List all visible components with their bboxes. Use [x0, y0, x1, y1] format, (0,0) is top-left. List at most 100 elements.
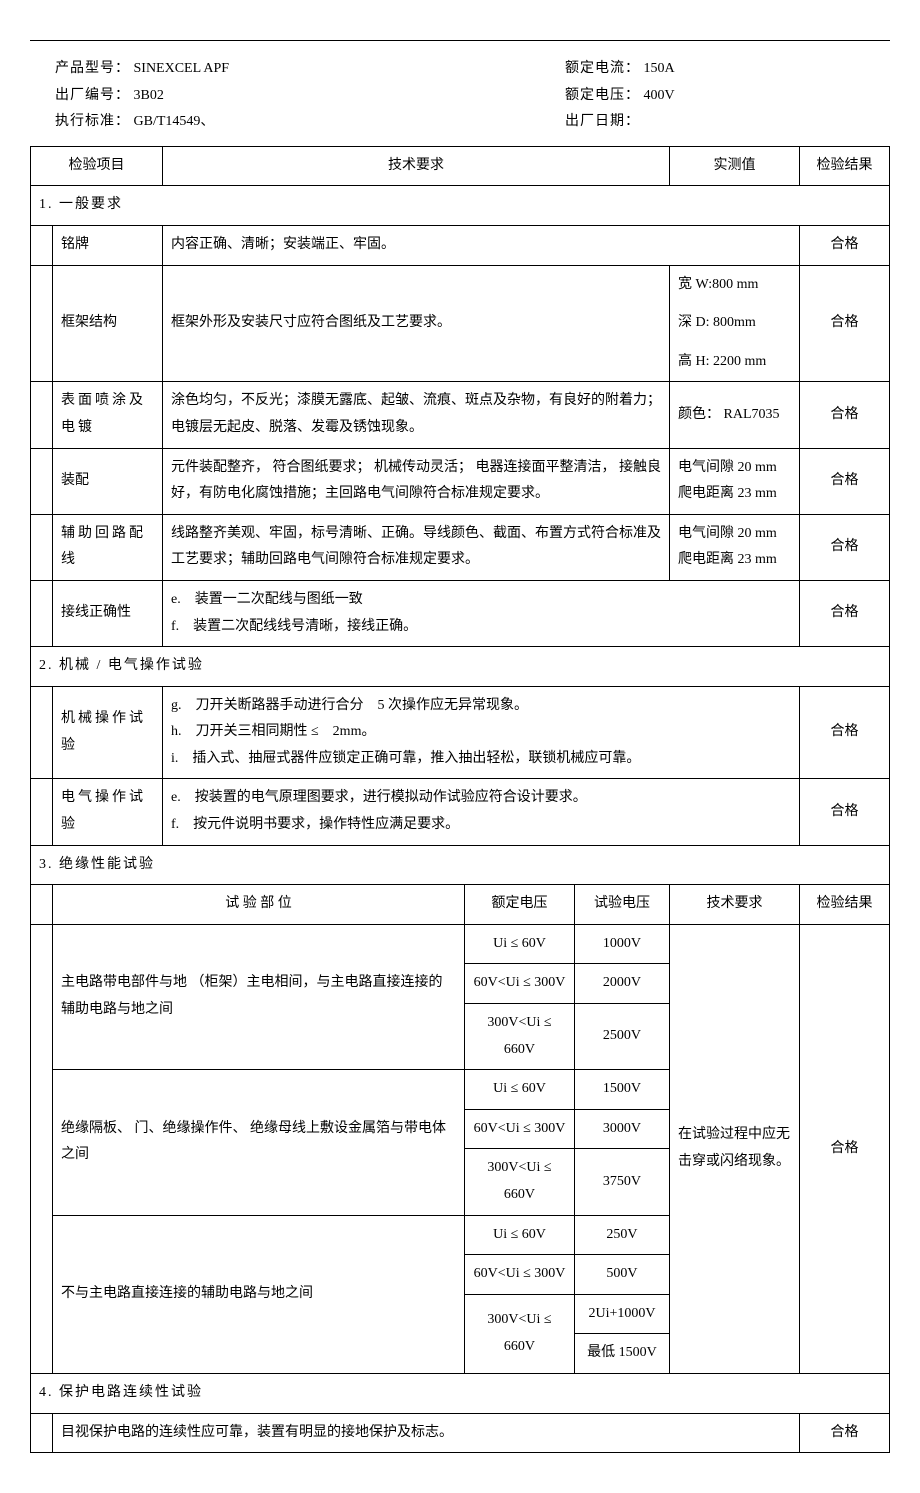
result-cell: 合格: [800, 265, 890, 382]
test-v: 500V: [574, 1255, 669, 1295]
current-value: 150A: [644, 61, 675, 76]
item-elec-test: 电气操作试验: [53, 779, 163, 845]
list-item: f. 装置二次配线线号清晰，接线正确。: [171, 614, 791, 641]
result-cell: 合格: [800, 448, 890, 514]
sec2-title: 2. 机械 / 电气操作试验: [31, 647, 890, 687]
test-v: 250V: [574, 1215, 669, 1255]
result-cell: 合格: [800, 382, 890, 448]
model-label: 产品型号：: [55, 61, 130, 76]
rated-v: 300V<Ui ≤ 660V: [464, 1149, 574, 1215]
item-mech-test: 机械操作试验: [53, 686, 163, 779]
req-nameplate: 内容正确、清晰；安装端正、牢固。: [163, 225, 800, 265]
sec3-hdr-rated: 额定电压: [464, 885, 574, 925]
sec3-group3: 不与主电路直接连接的辅助电路与地之间: [53, 1215, 465, 1373]
rated-v: 300V<Ui ≤ 660V: [464, 1294, 574, 1373]
table-row: 表面喷涂及电镀 涂色均匀，不反光；漆膜无露底、起皱、流痕、斑点及杂物，有良好的附…: [31, 382, 890, 448]
test-v: 3750V: [574, 1149, 669, 1215]
assembly-measured: 电气间隙 20 mm 爬电距离 23 mm: [670, 448, 800, 514]
sec1-title: 1. 一般要求: [31, 186, 890, 226]
sec3-hdr-part: 试 验 部 位: [53, 885, 465, 925]
table-row: 目视保护电路的连续性应可靠，装置有明显的接地保护及标志。 合格: [31, 1413, 890, 1453]
date-label: 出厂日期：: [565, 114, 640, 129]
req-coating: 涂色均匀，不反光；漆膜无露底、起皱、流痕、斑点及杂物，有良好的附着力；电镀层无起…: [163, 382, 670, 448]
list-item: h. 刀开关三相同期性 ≤ 2mm。: [171, 719, 791, 746]
sec3-hdr-req: 技术要求: [670, 885, 800, 925]
table-row: 铭牌 内容正确、清晰；安装端正、牢固。 合格: [31, 225, 890, 265]
req-frame: 框架外形及安装尺寸应符合图纸及工艺要求。: [163, 265, 670, 382]
table-row: 接线正确性 e. 装置一二次配线与图纸一致 f. 装置二次配线线号清晰，接线正确…: [31, 580, 890, 646]
table-row: 电气操作试验 e. 按装置的电气原理图要求，进行模拟动作试验应符合设计要求。 f…: [31, 779, 890, 845]
rated-v: 60V<Ui ≤ 300V: [464, 964, 574, 1004]
sec3-group2: 绝缘隔板、 门、绝缘操作件、 绝缘母线上敷设金属箔与带电体之间: [53, 1070, 465, 1215]
table-header-row: 检验项目 技术要求 实测值 检验结果: [31, 146, 890, 186]
list-item: g. 刀开关断路器手动进行合分 5 次操作应无异常现象。: [171, 693, 791, 720]
test-v: 1000V: [574, 924, 669, 964]
list-item: f. 按元件说明书要求，操作特性应满足要求。: [171, 812, 791, 839]
sec3-hdr-test: 试验电压: [574, 885, 669, 925]
item-wiring-correct: 接线正确性: [53, 580, 163, 646]
serial-label: 出厂编号：: [55, 88, 130, 103]
test-v: 2000V: [574, 964, 669, 1004]
test-v: 2Ui+1000V: [574, 1294, 669, 1334]
voltage-value: 400V: [644, 88, 675, 103]
rated-v: 60V<Ui ≤ 300V: [464, 1255, 574, 1295]
table-row: 辅助回路配线 线路整齐美观、牢固，标号清晰、正确。导线颜色、截面、布置方式符合标…: [31, 514, 890, 580]
result-cell: 合格: [800, 514, 890, 580]
req-assembly: 元件装配整齐， 符合图纸要求； 机械传动灵活； 电器连接面平整清洁， 接触良好，…: [163, 448, 670, 514]
req-wiring-correct: e. 装置一二次配线与图纸一致 f. 装置二次配线线号清晰，接线正确。: [163, 580, 800, 646]
item-assembly: 装配: [53, 448, 163, 514]
list-item: e. 装置一二次配线与图纸一致: [171, 587, 791, 614]
hdr-result: 检验结果: [800, 146, 890, 186]
model-value: SINEXCEL APF: [134, 61, 230, 76]
req-aux-wiring: 线路整齐美观、牢固，标号清晰、正确。导线颜色、截面、布置方式符合标准及工艺要求；…: [163, 514, 670, 580]
rated-v: Ui ≤ 60V: [464, 1215, 574, 1255]
item-frame: 框架结构: [53, 265, 163, 382]
test-v: 1500V: [574, 1070, 669, 1110]
test-v: 2500V: [574, 1004, 669, 1070]
top-rule: [30, 40, 890, 41]
result-cell: 合格: [800, 225, 890, 265]
sec3-req: 在试验过程中应无击穿或闪络现象。: [670, 924, 800, 1373]
frame-h: 高 H: 2200 mm: [670, 343, 800, 382]
hdr-item: 检验项目: [31, 146, 163, 186]
req-mech-test: g. 刀开关断路器手动进行合分 5 次操作应无异常现象。 h. 刀开关三相同期性…: [163, 686, 800, 779]
item-aux-wiring: 辅助回路配线: [53, 514, 163, 580]
voltage-label: 额定电压：: [565, 88, 640, 103]
rated-v: 60V<Ui ≤ 300V: [464, 1109, 574, 1149]
result-cell: 合格: [800, 924, 890, 1373]
result-cell: 合格: [800, 580, 890, 646]
serial-value: 3B02: [134, 88, 164, 103]
sec3-header-row: 试 验 部 位 额定电压 试验电压 技术要求 检验结果: [31, 885, 890, 925]
item-coating: 表面喷涂及电镀: [53, 382, 163, 448]
frame-d: 深 D: 800mm: [670, 304, 800, 343]
coating-color: 颜色： RAL7035: [670, 382, 800, 448]
hdr-measured: 实测值: [670, 146, 800, 186]
req-elec-test: e. 按装置的电气原理图要求，进行模拟动作试验应符合设计要求。 f. 按元件说明…: [163, 779, 800, 845]
sec3-hdr-result: 检验结果: [800, 885, 890, 925]
table-row: 主电路带电部件与地 （柜架）主电相间，与主电路直接连接的辅助电路与地之间 Ui …: [31, 924, 890, 964]
list-item: i. 插入式、抽屉式器件应锁定正确可靠，推入抽出轻松，联锁机械应可靠。: [171, 746, 791, 773]
aux-measured: 电气间隙 20 mm 爬电距离 23 mm: [670, 514, 800, 580]
hdr-req: 技术要求: [163, 146, 670, 186]
header-block: 产品型号： SINEXCEL APF 额定电流： 150A 出厂编号： 3B02…: [30, 56, 890, 136]
frame-w: 宽 W:800 mm: [670, 265, 800, 304]
table-row: 机械操作试验 g. 刀开关断路器手动进行合分 5 次操作应无异常现象。 h. 刀…: [31, 686, 890, 779]
result-cell: 合格: [800, 686, 890, 779]
sec3-group1: 主电路带电部件与地 （柜架）主电相间，与主电路直接连接的辅助电路与地之间: [53, 924, 465, 1069]
standard-value: GB/T14549、: [134, 114, 215, 129]
list-item: e. 按装置的电气原理图要求，进行模拟动作试验应符合设计要求。: [171, 785, 791, 812]
standard-label: 执行标准：: [55, 114, 130, 129]
sec4-req: 目视保护电路的连续性应可靠，装置有明显的接地保护及标志。: [53, 1413, 800, 1453]
table-row: 装配 元件装配整齐， 符合图纸要求； 机械传动灵活； 电器连接面平整清洁， 接触…: [31, 448, 890, 514]
sec4-title: 4. 保护电路连续性试验: [31, 1373, 890, 1413]
test-v: 3000V: [574, 1109, 669, 1149]
result-cell: 合格: [800, 1413, 890, 1453]
current-label: 额定电流：: [565, 61, 640, 76]
test-v: 最低 1500V: [574, 1334, 669, 1374]
sec3-title: 3. 绝缘性能试验: [31, 845, 890, 885]
item-nameplate: 铭牌: [53, 225, 163, 265]
rated-v: 300V<Ui ≤ 660V: [464, 1004, 574, 1070]
rated-v: Ui ≤ 60V: [464, 924, 574, 964]
table-row: 框架结构 框架外形及安装尺寸应符合图纸及工艺要求。 宽 W:800 mm 合格: [31, 265, 890, 304]
result-cell: 合格: [800, 779, 890, 845]
